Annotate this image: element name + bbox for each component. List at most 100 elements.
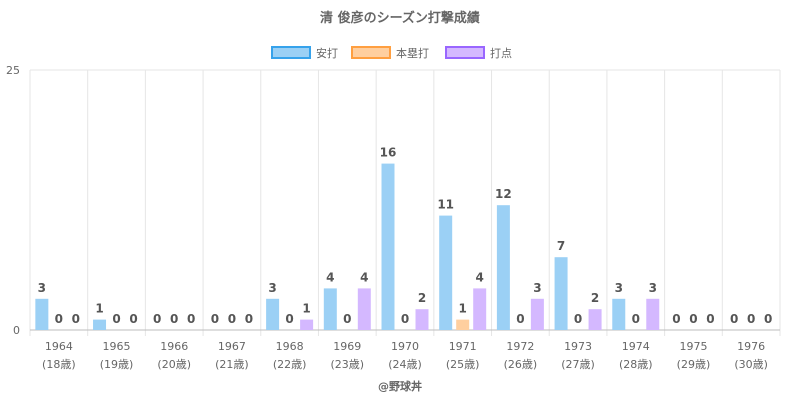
data-label-2-1967: 0 — [245, 312, 253, 326]
data-label-2-1975: 0 — [706, 312, 714, 326]
x-tick-label: 1970 — [391, 340, 419, 353]
data-label-2-1964: 0 — [72, 312, 80, 326]
bar-0-1974 — [612, 298, 626, 330]
bar-2-1968 — [300, 319, 314, 330]
x-tick-label: 1965 — [103, 340, 131, 353]
data-label-0-1972: 12 — [495, 187, 512, 201]
data-label-2-1970: 2 — [418, 291, 426, 305]
data-label-1-1973: 0 — [574, 312, 582, 326]
data-label-0-1976: 0 — [730, 312, 738, 326]
x-tick-sublabel: (22歳) — [273, 358, 307, 371]
data-label-2-1973: 2 — [591, 291, 599, 305]
x-tick-sublabel: (26歳) — [504, 358, 538, 371]
data-label-1-1972: 0 — [516, 312, 524, 326]
x-tick-sublabel: (21歳) — [215, 358, 249, 371]
data-label-2-1965: 0 — [129, 312, 137, 326]
footer-credit: @野球丼 — [378, 379, 422, 393]
y-tick-label: 0 — [13, 324, 20, 337]
x-tick-label: 1967 — [218, 340, 246, 353]
x-tick-label: 1964 — [45, 340, 73, 353]
data-label-0-1965: 1 — [95, 302, 103, 316]
data-label-1-1966: 0 — [170, 312, 178, 326]
data-label-1-1975: 0 — [689, 312, 697, 326]
bar-0-1973 — [554, 257, 568, 330]
data-label-0-1971: 11 — [437, 198, 454, 212]
data-label-1-1967: 0 — [228, 312, 236, 326]
x-tick-sublabel: (28歳) — [619, 358, 653, 371]
bar-0-1965 — [93, 319, 107, 330]
data-label-1-1969: 0 — [343, 312, 351, 326]
chart-title: 清 俊彦のシーズン打撃成績 — [320, 10, 480, 26]
legend: 安打 本塁打 打点 — [271, 46, 512, 60]
data-label-2-1974: 3 — [649, 281, 657, 295]
x-tick-label: 1968 — [276, 340, 304, 353]
x-tick-label: 1971 — [449, 340, 477, 353]
y-tick-label: 25 — [6, 64, 20, 77]
x-tick-sublabel: (19歳) — [100, 358, 134, 371]
data-label-2-1972: 3 — [533, 281, 541, 295]
y-axis: 0 25 — [6, 64, 20, 337]
bar-2-1974 — [646, 298, 660, 330]
data-label-2-1976: 0 — [764, 312, 772, 326]
legend-swatch-0 — [271, 46, 311, 59]
data-label-0-1973: 7 — [557, 239, 565, 253]
bar-2-1972 — [530, 298, 544, 330]
data-label-2-1971: 4 — [476, 270, 484, 284]
data-label-0-1974: 3 — [615, 281, 623, 295]
x-tick-sublabel: (20歳) — [157, 358, 191, 371]
data-label-0-1964: 3 — [38, 281, 46, 295]
legend-label-1: 本塁打 — [396, 46, 429, 60]
data-label-2-1966: 0 — [187, 312, 195, 326]
bar-0-1970 — [381, 163, 395, 330]
bar-0-1971 — [439, 215, 453, 330]
bar-1-1971 — [456, 319, 470, 330]
bar-0-1968 — [266, 298, 280, 330]
bar-0-1972 — [496, 205, 510, 330]
x-tick-sublabel: (27歳) — [561, 358, 595, 371]
data-label-2-1968: 1 — [302, 302, 310, 316]
data-label-1-1970: 0 — [401, 312, 409, 326]
data-label-1-1974: 0 — [632, 312, 640, 326]
data-label-1-1965: 0 — [112, 312, 120, 326]
bar-2-1970 — [415, 309, 429, 330]
x-tick-label: 1969 — [333, 340, 361, 353]
legend-swatch-1 — [351, 46, 391, 59]
x-tick-label: 1975 — [679, 340, 707, 353]
x-tick-label: 1972 — [506, 340, 534, 353]
bar-0-1964 — [35, 298, 49, 330]
x-tick-sublabel: (24歳) — [388, 358, 422, 371]
x-tick-sublabel: (23歳) — [331, 358, 365, 371]
legend-swatch-2 — [445, 46, 485, 59]
data-label-0-1969: 4 — [326, 270, 334, 284]
x-tick-label: 1976 — [737, 340, 765, 353]
x-tick-label: 1966 — [160, 340, 188, 353]
x-tick-sublabel: (18歳) — [42, 358, 76, 371]
data-label-0-1967: 0 — [211, 312, 219, 326]
bar-2-1971 — [473, 288, 487, 330]
legend-label-0: 安打 — [316, 46, 338, 60]
x-tick-label: 1974 — [622, 340, 650, 353]
x-tick-sublabel: (25歳) — [446, 358, 480, 371]
data-label-1-1971: 1 — [459, 302, 467, 316]
bar-0-1969 — [323, 288, 337, 330]
data-label-0-1975: 0 — [672, 312, 680, 326]
data-label-1-1976: 0 — [747, 312, 755, 326]
x-tick-sublabel: (30歳) — [734, 358, 768, 371]
data-label-1-1968: 0 — [285, 312, 293, 326]
data-label-0-1968: 3 — [268, 281, 276, 295]
data-label-2-1969: 4 — [360, 270, 368, 284]
data-label-0-1970: 16 — [380, 146, 397, 160]
data-label-1-1964: 0 — [55, 312, 63, 326]
bars — [35, 163, 660, 330]
x-axis: 1964 (18歳) 1965 (19歳) 1966 (20歳) 1967 (21歳) 1968… — [42, 340, 768, 371]
data-label-0-1966: 0 — [153, 312, 161, 326]
x-tick-label: 1973 — [564, 340, 592, 353]
legend-label-2: 打点 — [490, 46, 512, 60]
x-tick-sublabel: (29歳) — [677, 358, 711, 371]
bar-2-1969 — [357, 288, 371, 330]
grid — [29, 69, 781, 336]
bar-2-1973 — [588, 309, 602, 330]
